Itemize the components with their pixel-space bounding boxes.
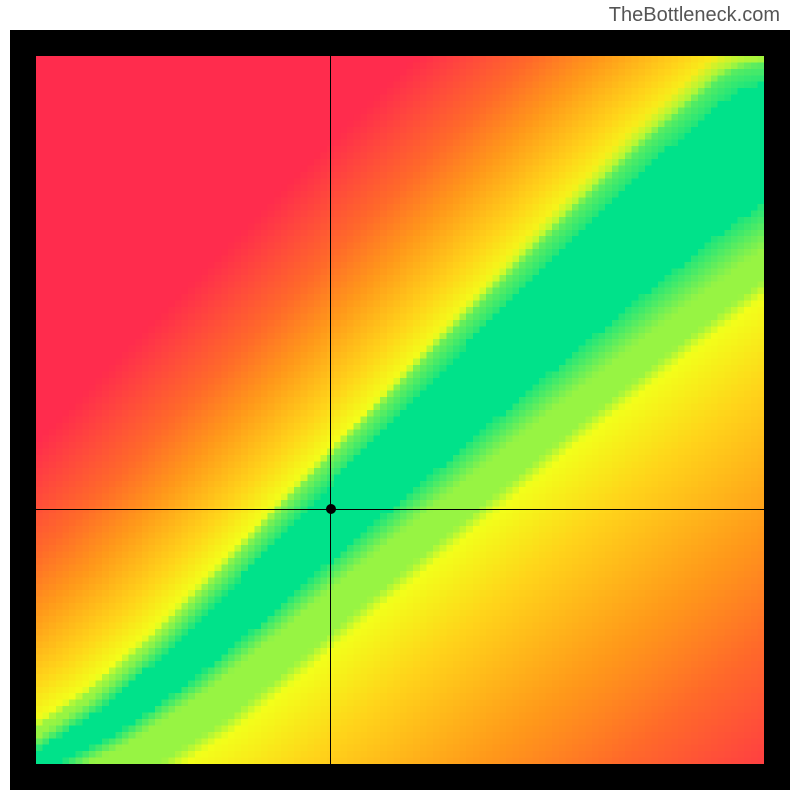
watermark-text: TheBottleneck.com xyxy=(609,4,780,27)
target-point xyxy=(326,504,336,514)
crosshair-horizontal xyxy=(36,509,764,510)
crosshair-vertical xyxy=(330,56,331,764)
chart-container: TheBottleneck.com xyxy=(0,0,800,800)
chart-plot-area xyxy=(36,56,764,764)
heatmap-canvas xyxy=(36,56,764,764)
